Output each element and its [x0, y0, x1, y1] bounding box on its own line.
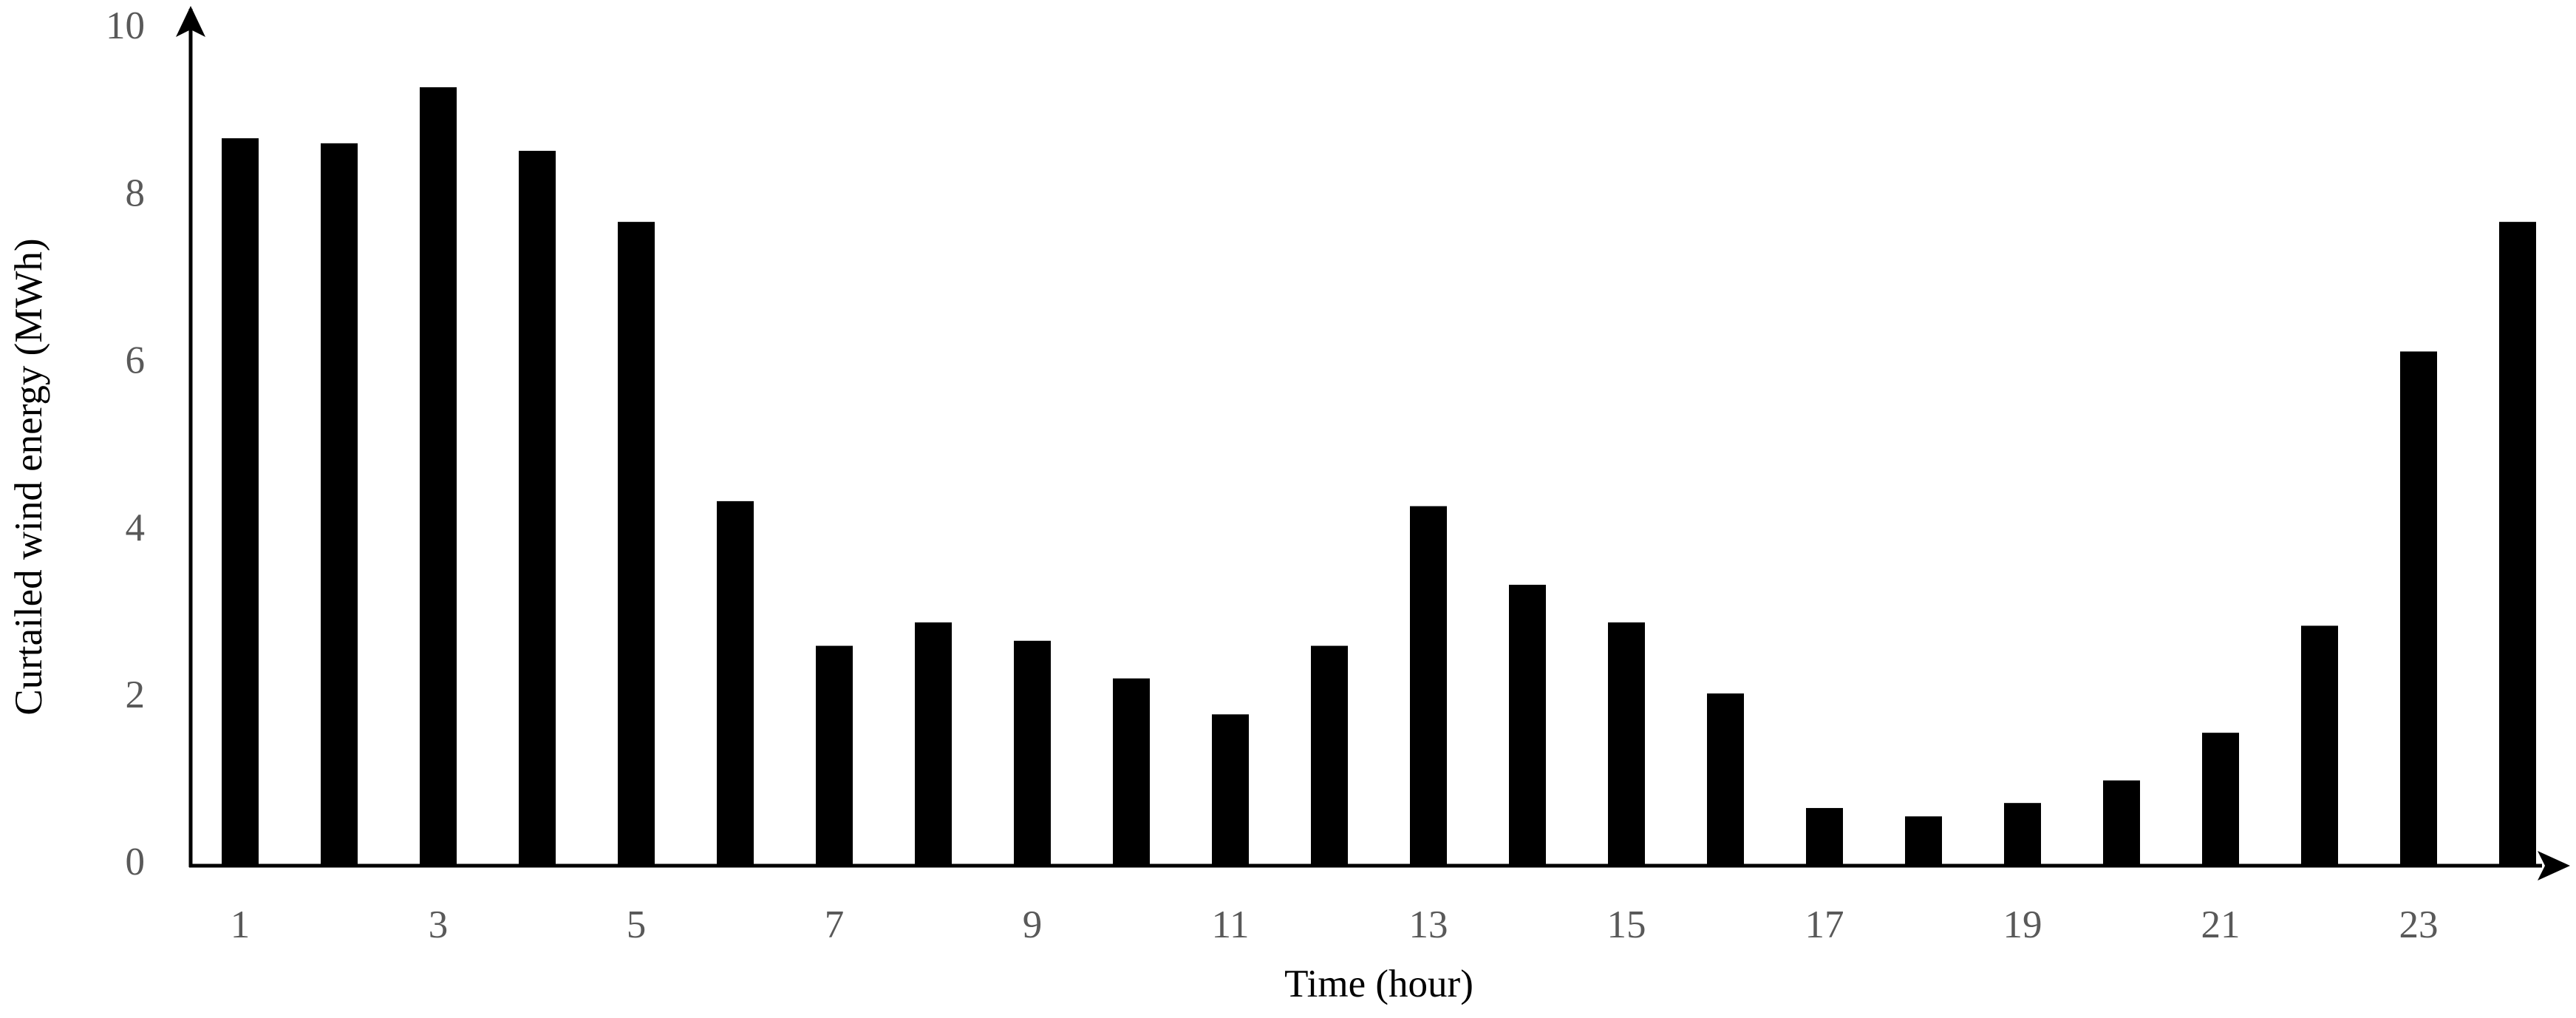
x-tick-label: 19 — [2003, 903, 2042, 946]
x-tick-label: 1 — [231, 903, 251, 946]
x-axis-arrow — [2538, 851, 2570, 880]
bar — [420, 87, 457, 866]
bar — [2202, 733, 2239, 866]
x-tick-label: 23 — [2399, 903, 2439, 946]
x-tick-label: 13 — [1409, 903, 1448, 946]
x-tick-label: 15 — [1607, 903, 1646, 946]
y-axis-arrow — [176, 6, 205, 37]
x-tick-label: 7 — [825, 903, 845, 946]
bar — [1509, 584, 1546, 866]
bar — [816, 645, 853, 866]
bar — [618, 222, 655, 866]
bar — [1707, 693, 1744, 866]
y-tick-label: 0 — [126, 841, 146, 883]
bar — [2301, 625, 2338, 866]
bar — [1014, 640, 1051, 866]
bar — [1905, 816, 1942, 866]
bar — [1311, 645, 1348, 866]
y-tick-label: 6 — [126, 339, 146, 382]
y-tick-label: 4 — [126, 506, 146, 549]
x-tick-label: 17 — [1805, 903, 1844, 946]
bar — [1212, 714, 1249, 866]
x-tick-label: 21 — [2201, 903, 2241, 946]
bar — [1806, 807, 1843, 866]
bar — [2103, 780, 2140, 866]
bar — [1608, 622, 1645, 866]
bar — [519, 150, 556, 866]
bar — [321, 143, 358, 866]
bar — [1113, 678, 1150, 866]
bar — [2004, 803, 2041, 866]
y-axis-title: Curtailed wind energy (MWh) — [7, 238, 50, 715]
y-tick-label: 2 — [126, 673, 146, 716]
bar — [915, 622, 952, 866]
bar — [1410, 506, 1447, 866]
y-tick-label: 10 — [106, 4, 145, 47]
bar — [717, 500, 754, 866]
y-tick-label: 8 — [126, 172, 146, 214]
x-axis-title: Time (hour) — [1284, 963, 1473, 1005]
x-tick-label: 3 — [429, 903, 449, 946]
x-tick-label: 5 — [627, 903, 647, 946]
bar — [2499, 222, 2536, 866]
x-tick-label: 9 — [1023, 903, 1043, 946]
bar — [222, 138, 259, 866]
x-tick-label: 11 — [1211, 903, 1249, 946]
bar — [2400, 351, 2437, 866]
